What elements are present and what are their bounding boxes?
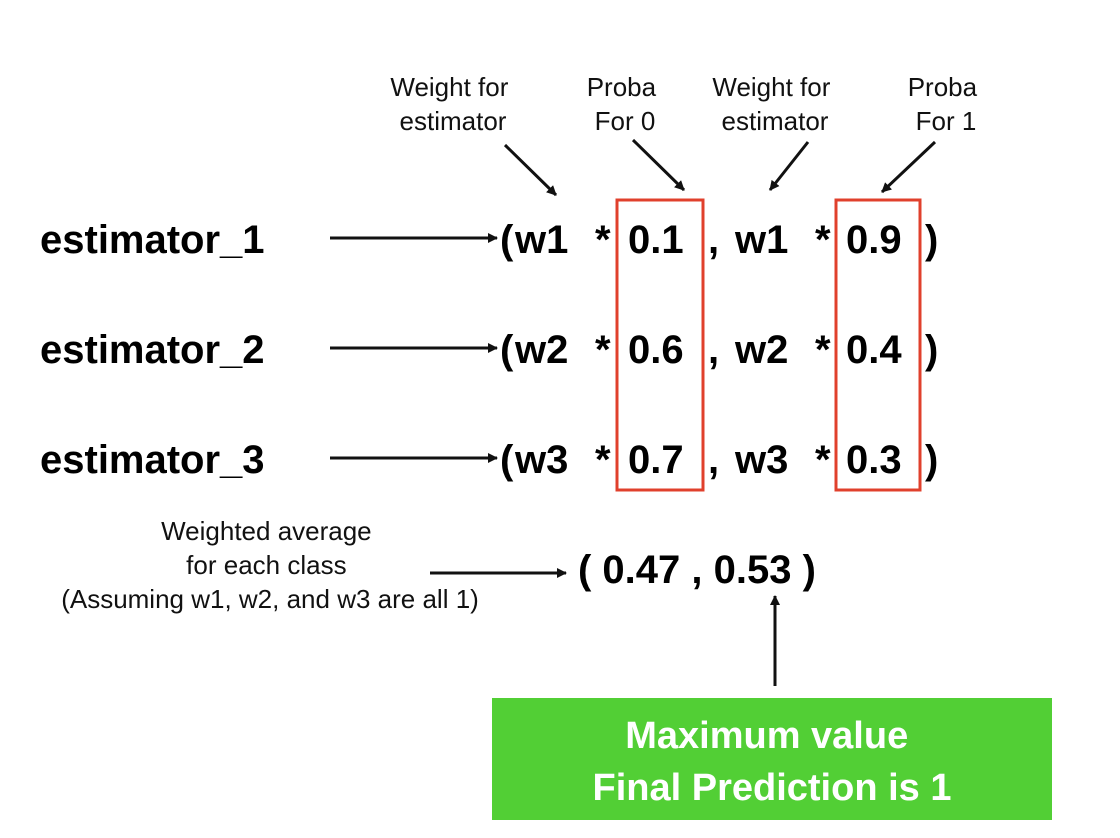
final-prediction-text: Maximum value Final Prediction is 1 bbox=[593, 715, 952, 809]
weight-term-class-0: w3 bbox=[514, 438, 568, 482]
weight-term-class-0: w1 bbox=[514, 218, 568, 262]
arrow-weight-1-pointer bbox=[503, 143, 558, 197]
estimator-label: estimator_3 bbox=[40, 438, 265, 482]
weight-term-class-1: w2 bbox=[734, 328, 788, 372]
annotation-proba-for-0: Proba For 0 bbox=[587, 72, 664, 136]
close-paren: ) bbox=[925, 218, 938, 262]
proba-value-class-0: 0.6 bbox=[628, 328, 684, 372]
multiply-sign: * bbox=[815, 438, 831, 482]
open-paren: ( bbox=[500, 328, 514, 372]
estimator-row: estimator_3 ( w3 * 0.7 , w3 * 0.3 ) bbox=[40, 438, 938, 482]
weighted-average-label: Weighted average for each class (Assumin… bbox=[61, 516, 479, 614]
estimator-label: estimator_1 bbox=[40, 218, 265, 262]
estimator-row: estimator_1 ( w1 * 0.1 , w1 * 0.9 ) bbox=[40, 218, 938, 262]
close-paren: ) bbox=[925, 328, 938, 372]
multiply-sign: * bbox=[595, 328, 611, 372]
annotation-weight-for-estimator-2: Weight for estimator bbox=[712, 72, 837, 136]
proba-value-class-0: 0.7 bbox=[628, 438, 684, 482]
multiply-sign: * bbox=[815, 328, 831, 372]
proba-value-class-0: 0.1 bbox=[628, 218, 684, 262]
arrow-weight-2-pointer bbox=[768, 141, 810, 191]
multiply-sign: * bbox=[815, 218, 831, 262]
final-prediction-box bbox=[492, 698, 1052, 820]
proba-0-highlight-box bbox=[615, 198, 705, 492]
comma: , bbox=[708, 438, 719, 482]
annotation-weight-for-estimator-1: Weight for estimator bbox=[390, 72, 515, 136]
open-paren: ( bbox=[500, 438, 514, 482]
comma: , bbox=[708, 328, 719, 372]
multiply-sign: * bbox=[595, 438, 611, 482]
proba-value-class-1: 0.4 bbox=[846, 328, 902, 372]
weighted-average-result: ( 0.47 , 0.53 ) bbox=[578, 548, 816, 592]
estimator-label: estimator_2 bbox=[40, 328, 265, 372]
weight-term-class-0: w2 bbox=[514, 328, 568, 372]
multiply-sign: * bbox=[595, 218, 611, 262]
proba-1-highlight-box bbox=[834, 198, 922, 492]
arrow-proba-0-pointer bbox=[631, 138, 686, 192]
annotation-proba-for-1: Proba For 1 bbox=[908, 72, 985, 136]
estimator-row: estimator_2 ( w2 * 0.6 , w2 * 0.4 ) bbox=[40, 328, 938, 372]
arrow-proba-1-pointer bbox=[880, 140, 937, 194]
proba-value-class-1: 0.3 bbox=[846, 438, 902, 482]
weight-term-class-1: w3 bbox=[734, 438, 788, 482]
proba-value-class-1: 0.9 bbox=[846, 218, 902, 262]
close-paren: ) bbox=[925, 438, 938, 482]
open-paren: ( bbox=[500, 218, 514, 262]
weight-term-class-1: w1 bbox=[734, 218, 788, 262]
comma: , bbox=[708, 218, 719, 262]
